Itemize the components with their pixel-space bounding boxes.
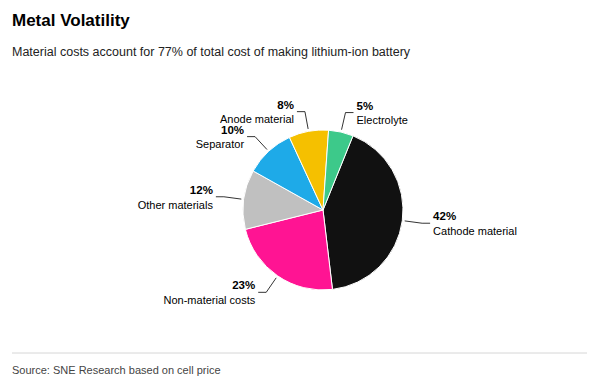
- slice-label: Anode material: [220, 113, 294, 125]
- labels: 42% Cathode material 23% Non-material costs…: [138, 99, 517, 306]
- slice-label: Other materials: [138, 199, 214, 211]
- data-label: 8%: [277, 99, 294, 111]
- slice: [323, 130, 353, 210]
- leader-line: [216, 197, 241, 199]
- title: Metal Volatility: [12, 11, 130, 30]
- pie: [243, 130, 403, 290]
- slice-label: Electrolyte: [356, 114, 407, 126]
- data-label: 5%: [356, 100, 373, 112]
- leader-line: [342, 113, 354, 130]
- data-label: 23%: [232, 279, 255, 291]
- leader-line: [247, 137, 267, 150]
- slice-label: Separator: [196, 138, 245, 150]
- subtitle: Material costs account for 77% of total …: [12, 45, 411, 59]
- leader-line: [297, 112, 308, 129]
- source: Source: SNE Research based on cell price: [12, 364, 221, 376]
- slice-label: Non-material costs: [164, 294, 256, 306]
- divider: [12, 353, 587, 354]
- chart: Metal Volatility Material costs account f…: [0, 0, 599, 392]
- slice-label: Cathode material: [433, 225, 517, 237]
- data-label: 42%: [433, 210, 456, 222]
- leader-line: [258, 278, 276, 292]
- data-label: 12%: [190, 184, 213, 196]
- slice: [289, 130, 328, 210]
- leader-line: [405, 221, 430, 223]
